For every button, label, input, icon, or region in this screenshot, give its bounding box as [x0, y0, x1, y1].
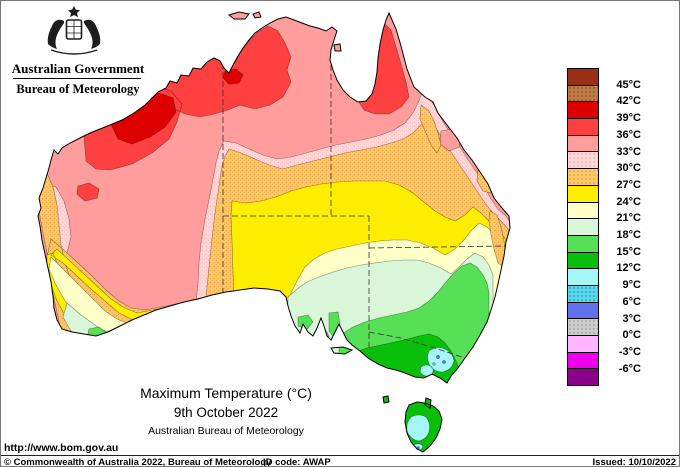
- legend-swatch: [568, 336, 598, 353]
- legend-label: -3°C: [618, 345, 641, 358]
- legend-swatch: [568, 102, 598, 120]
- legend-label: 0°C: [622, 329, 641, 342]
- map-title: Maximum Temperature (°C): [140, 385, 312, 401]
- state-borders: [222, 63, 507, 360]
- legend-label: 45°C: [616, 78, 641, 91]
- legend-label: 33°C: [616, 145, 641, 158]
- government-title: Australian Government: [11, 61, 145, 76]
- footer-bar: © Commonwealth of Australia 2022, Bureau…: [1, 455, 679, 467]
- crest-star: [67, 6, 81, 18]
- australia-temperature-map: [37, 11, 511, 453]
- legend-swatch: [568, 69, 598, 86]
- legend-swatch: [568, 235, 598, 253]
- bom-url: http://www.bom.gov.au: [4, 442, 119, 454]
- alpine-cold-spots: [416, 355, 446, 450]
- map-organisation: Australian Bureau of Meteorology: [148, 425, 304, 437]
- legend-label: 18°C: [616, 229, 641, 241]
- legend-swatch: [568, 219, 598, 236]
- legend-swatch: [568, 135, 598, 153]
- legend-label: 12°C: [616, 262, 641, 275]
- copyright-text: © Commonwealth of Australia 2022, Bureau…: [4, 457, 272, 467]
- legend-labels: 45°C 42°C 39°C 36°C 33°C 30°C 27°C 24°C 21°C 18°C…: [601, 68, 641, 388]
- legend-swatch: [568, 369, 598, 386]
- legend-swatch: [568, 302, 598, 320]
- legend-label: 36°C: [616, 128, 641, 141]
- legend-label: 30°C: [616, 162, 641, 175]
- legend-label: 21°C: [616, 212, 641, 225]
- legend-swatch: [568, 85, 598, 103]
- id-code: ID code: AWAP: [263, 457, 331, 467]
- coat-of-arms: [47, 6, 101, 55]
- coastline: [37, 11, 511, 453]
- legend-swatch: [568, 252, 598, 270]
- legend-label: 6°C: [622, 295, 641, 308]
- legend-label: 39°C: [616, 112, 641, 125]
- legend-label: 9°C: [622, 279, 641, 292]
- bureau-title: Bureau of Meteorology: [16, 82, 140, 96]
- crest-kangaroo: [47, 19, 64, 49]
- legend-label: 24°C: [616, 195, 641, 208]
- legend-label: 3°C: [622, 312, 641, 325]
- legend-label: 27°C: [616, 178, 641, 191]
- header-divider: [13, 78, 141, 79]
- map-date: 9th October 2022: [173, 405, 279, 420]
- legend-swatch: [568, 202, 598, 220]
- legend-swatches: [567, 68, 599, 387]
- legend-swatch: [568, 185, 598, 203]
- legend-swatch: [568, 152, 598, 170]
- legend-swatch: [568, 319, 598, 336]
- legend-label: 15°C: [616, 245, 641, 258]
- legend-swatch: [568, 352, 598, 370]
- legend-label: 42°C: [616, 95, 641, 108]
- band-9-12: [406, 347, 455, 451]
- legend-label: -6°C: [618, 362, 641, 375]
- crest-emu: [84, 19, 101, 49]
- legend-swatch: [568, 119, 598, 136]
- crest-scroll: [50, 49, 98, 55]
- legend-swatch: [568, 269, 598, 286]
- legend-swatch: [568, 285, 598, 303]
- legend-swatch: [568, 169, 598, 186]
- map-title-block: Maximum Temperature (°C) 9th October 202…: [71, 385, 381, 437]
- issued-date: Issued: 10/10/2022: [592, 457, 676, 467]
